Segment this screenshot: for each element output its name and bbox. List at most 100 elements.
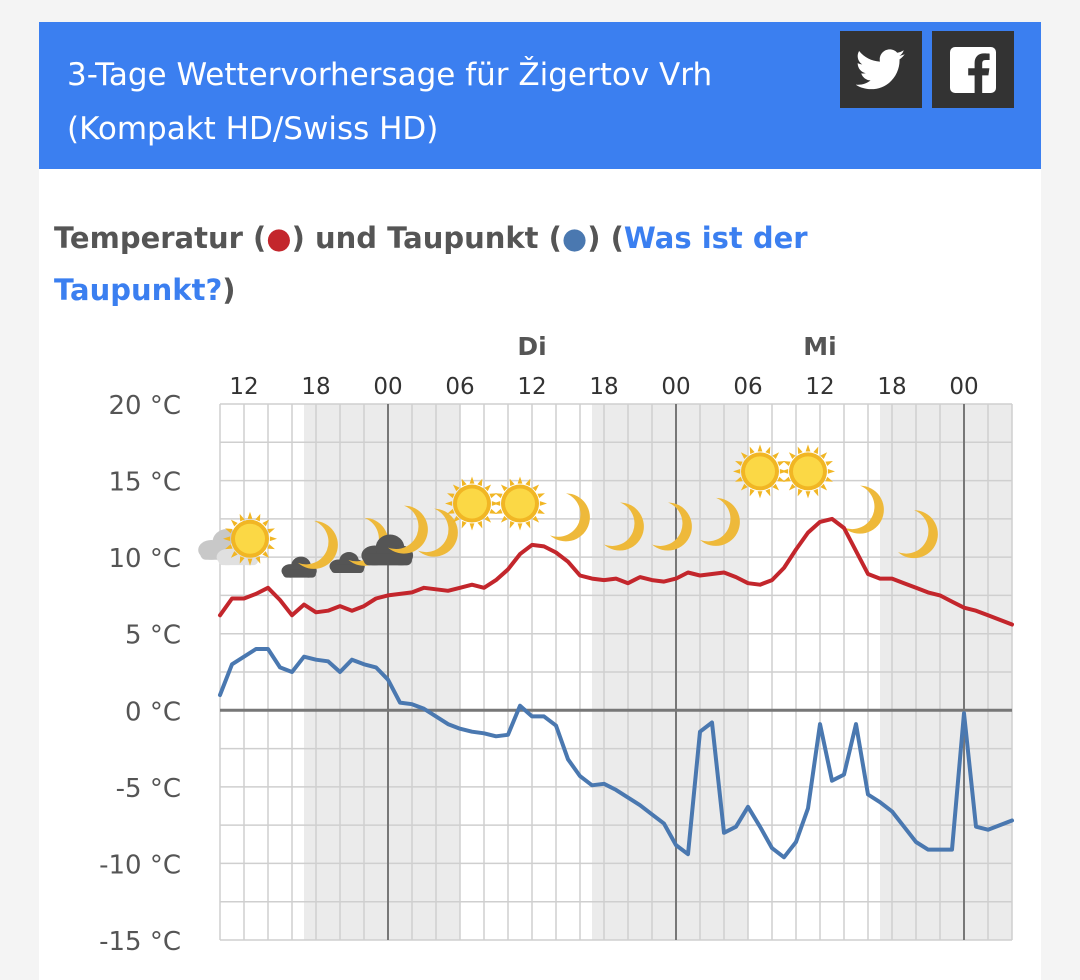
sun-ray	[525, 520, 531, 529]
sun-ray	[461, 520, 467, 529]
sun-ray	[452, 515, 460, 523]
cloud-part	[218, 555, 258, 566]
sun-ray	[820, 452, 828, 460]
x-tick-label: 12	[517, 374, 546, 400]
moon-shape	[700, 497, 740, 546]
moon-shape	[844, 485, 884, 534]
x-tick-label: 18	[589, 374, 618, 400]
sun-ray	[225, 544, 233, 550]
sun-ray	[267, 544, 275, 550]
sun-ray	[788, 452, 796, 460]
sun-ray	[447, 508, 455, 514]
x-tick-label: 18	[877, 374, 906, 400]
page-title: 3-Tage Wettervorhersage für Žigertov Vrh…	[67, 48, 827, 156]
moon-shape	[388, 505, 428, 554]
sun-ray	[477, 478, 483, 487]
sun-ray	[825, 476, 833, 482]
sun-ray	[827, 468, 835, 474]
weather-icon-moon	[700, 497, 740, 546]
y-tick-label: 15 °C	[108, 468, 181, 498]
sun-ray	[740, 452, 748, 460]
weather-icon-sun	[493, 476, 547, 531]
weather-icon-small-cloud	[329, 552, 365, 574]
sun-ray	[495, 493, 503, 499]
sun-ray	[777, 461, 785, 466]
weather-icon-moon	[388, 505, 428, 554]
y-tick-label: 0 °C	[125, 697, 181, 727]
weather-icon-sun	[781, 444, 835, 499]
sun-ray	[783, 476, 791, 482]
title-text-1: Temperatur (	[54, 221, 267, 255]
facebook-share-button[interactable]	[932, 31, 1014, 108]
twitter-share-button[interactable]	[840, 31, 922, 108]
sun-ray	[765, 446, 771, 454]
sun-ray	[267, 528, 275, 534]
sun-ray	[813, 488, 819, 497]
x-tick-label: 06	[445, 374, 474, 400]
x-tick-label: 06	[733, 374, 762, 400]
dewpoint-dot-icon: ●	[561, 221, 588, 255]
y-tick-label: 10 °C	[108, 544, 181, 574]
title-text-2: ) und Taupunkt (	[291, 221, 562, 255]
sun-ray	[781, 468, 789, 474]
x-tick-label: 12	[805, 374, 834, 400]
sun-ray	[765, 488, 771, 497]
sun-ray	[825, 461, 833, 466]
title-line-2: (Kompakt HD/Swiss HD)	[67, 111, 439, 147]
sun-ray	[777, 476, 785, 482]
y-tick-label: 20 °C	[108, 391, 181, 421]
sun-ray	[733, 468, 741, 474]
weather-icon-moon	[898, 510, 938, 559]
sun-ray	[532, 515, 540, 523]
sun-ray	[805, 444, 811, 452]
temperature-dot-icon: ●	[266, 221, 292, 255]
cloud-part	[331, 564, 364, 574]
dewpoint-help-link[interactable]: Was ist der Taupunkt?	[54, 221, 808, 307]
sun-ray	[797, 488, 803, 497]
sun-ray	[539, 501, 547, 506]
sun-ray	[489, 493, 497, 499]
sun-ray	[735, 476, 743, 482]
weather-icon-moon	[298, 520, 338, 569]
sun-ray	[477, 520, 483, 529]
sun-ray	[740, 483, 748, 491]
weather-icon-moon	[604, 502, 644, 551]
moon-shape	[898, 510, 938, 559]
sun-ray	[493, 501, 501, 506]
y-tick-label: -5 °C	[116, 774, 181, 804]
x-tick-label: 18	[301, 374, 330, 400]
sun-ray	[445, 501, 453, 506]
sun-ray	[772, 483, 780, 491]
weather-icon-sun	[445, 476, 499, 531]
sun-ray	[500, 515, 508, 523]
sun-ray	[735, 461, 743, 466]
sun-ray	[757, 491, 763, 499]
moon-shape	[418, 508, 458, 557]
day-label: Mi	[803, 332, 836, 361]
sun-ray	[262, 519, 270, 527]
sun-ray	[489, 508, 497, 514]
sun-core	[793, 456, 823, 487]
sun-ray	[255, 513, 261, 522]
sun-core	[745, 456, 775, 487]
day-label: Di	[517, 332, 546, 361]
weather-icon-moon	[418, 508, 458, 557]
sun-ray	[820, 483, 828, 491]
sun-ray	[783, 461, 791, 466]
sun-ray	[239, 556, 245, 564]
sun-ray	[247, 511, 253, 519]
weather-icon-moon	[652, 502, 692, 551]
y-tick-label: -10 °C	[99, 850, 181, 880]
moon-shape	[298, 520, 338, 569]
sun-core	[457, 488, 487, 519]
x-tick-label: 12	[229, 374, 258, 400]
cloud-part	[283, 569, 316, 578]
y-tick-label: 5 °C	[125, 621, 181, 651]
sun-ray	[517, 476, 523, 484]
twitter-icon	[856, 48, 906, 89]
x-tick-label: 00	[373, 374, 402, 400]
sun-ray	[805, 491, 811, 499]
sun-ray	[537, 508, 545, 514]
sun-ray	[223, 536, 231, 542]
sun-core	[505, 488, 535, 519]
